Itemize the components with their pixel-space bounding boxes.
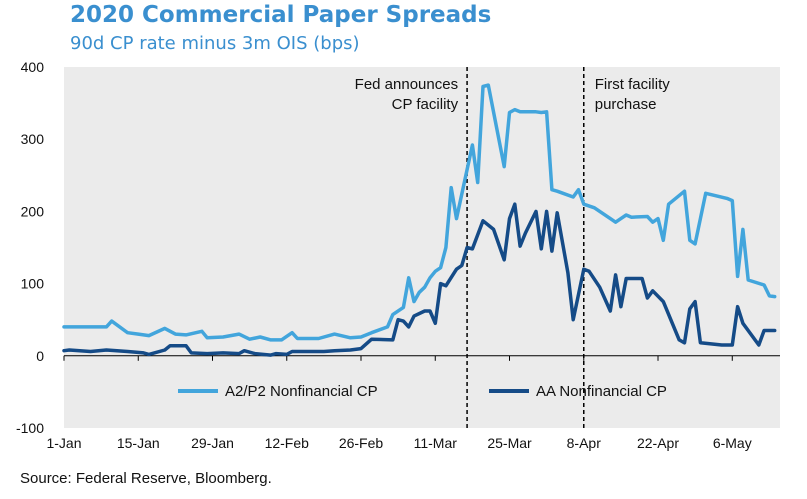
x-tick-label: 1-Jan — [46, 435, 81, 451]
y-tick-label: 0 — [36, 348, 44, 364]
x-tick-label: 6-May — [713, 435, 752, 451]
series-lines — [62, 83, 777, 357]
x-tick-label: 8-Apr — [567, 435, 602, 451]
x-tick-label: 12-Feb — [265, 435, 310, 451]
y-axis: -100 0 100 200 300 400 — [16, 59, 44, 436]
annotation-text: CP facility — [392, 96, 459, 113]
annotation-text: First facility — [595, 76, 671, 93]
legend-label: A2/P2 Nonfinancial CP — [225, 383, 378, 400]
x-tick-label: 22-Apr — [637, 435, 679, 451]
chart-subtitle: 90d CP rate minus 3m OIS (bps) — [70, 33, 360, 54]
y-tick-label: 100 — [21, 276, 45, 292]
y-tick-label: -100 — [16, 420, 44, 436]
series-line — [62, 83, 777, 342]
legend: A2/P2 Nonfinancial CP AA Nonfinancial CP — [178, 383, 667, 400]
legend-label: AA Nonfinancial CP — [536, 383, 667, 400]
x-axis: 1-Jan 15-Jan 29-Jan 12-Feb 26-Feb 11-Mar 25-Ma… — [46, 355, 752, 451]
annotation-text: purchase — [595, 96, 657, 113]
y-tick-label: 400 — [21, 59, 45, 75]
x-tick-label: 15-Jan — [117, 435, 160, 451]
x-tick-label: 11-Mar — [414, 435, 458, 451]
x-tick-label: 26-Feb — [339, 435, 384, 451]
source-note: Source: Federal Reserve, Bloomberg. — [20, 470, 272, 487]
series-line — [62, 202, 777, 357]
y-tick-label: 300 — [21, 131, 45, 147]
plot-area — [64, 67, 780, 428]
annotations: Fed announces CP facility First facility pu… — [355, 67, 671, 428]
x-tick-label: 29-Jan — [191, 435, 234, 451]
chart-title: 2020 Commercial Paper Spreads — [70, 2, 492, 28]
annotation-text: Fed announces — [355, 76, 458, 93]
y-tick-label: 200 — [21, 203, 45, 219]
x-tick-label: 25-Mar — [487, 435, 532, 451]
